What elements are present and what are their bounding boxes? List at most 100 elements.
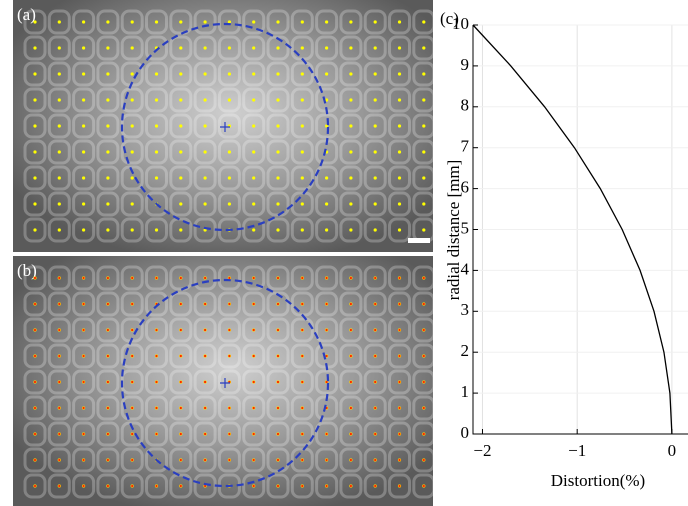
dot: [374, 484, 377, 488]
dot: [106, 458, 109, 462]
dot: [82, 328, 85, 332]
dot: [349, 354, 352, 358]
cell: [315, 447, 339, 473]
dot: [374, 354, 377, 358]
dot: [276, 20, 280, 24]
cell: [217, 291, 241, 317]
dot: [374, 406, 377, 410]
dot: [33, 302, 37, 306]
dot: [58, 354, 61, 358]
dot: [325, 354, 328, 358]
cell: [363, 139, 387, 165]
x-tick-label: 0: [668, 441, 677, 460]
cell: [290, 421, 314, 447]
cell: [96, 217, 120, 243]
cell: [145, 421, 168, 447]
y-axis-label: radial distance [mm]: [444, 160, 463, 301]
cell: [145, 343, 168, 369]
dot: [131, 432, 134, 436]
cell: [315, 191, 339, 217]
cell: [145, 113, 168, 139]
cell: [169, 113, 193, 139]
cell: [23, 87, 47, 113]
dot: [203, 124, 207, 128]
cell: [339, 165, 363, 191]
cell: [193, 61, 217, 87]
cell: [217, 421, 241, 447]
cell: [412, 87, 436, 113]
dot: [106, 176, 110, 180]
cell: [193, 191, 217, 217]
axes: [472, 25, 688, 435]
dot: [155, 432, 158, 436]
dot: [349, 328, 352, 332]
cell: [193, 291, 217, 317]
cell: [412, 395, 436, 421]
cell: [23, 35, 47, 61]
dot: [276, 98, 280, 102]
dot: [33, 46, 37, 50]
dot: [203, 150, 207, 154]
dot: [155, 380, 158, 384]
dot: [252, 276, 255, 280]
cell: [290, 473, 314, 499]
cell: [145, 447, 168, 473]
dot: [228, 406, 231, 410]
dot: [179, 46, 183, 50]
dot: [252, 354, 255, 358]
cell: [388, 369, 411, 395]
cell: [96, 369, 120, 395]
y-tick-label: 3: [461, 300, 470, 319]
dot: [203, 176, 207, 180]
dot: [131, 276, 134, 280]
cell: [339, 291, 363, 317]
dot: [397, 150, 402, 154]
dot: [349, 432, 352, 436]
cell: [96, 447, 120, 473]
cell: [242, 35, 266, 61]
dot: [349, 202, 353, 206]
y-tick-label: 5: [461, 218, 470, 237]
y-tick-label: 0: [461, 423, 470, 442]
cell: [120, 265, 144, 291]
dot: [179, 20, 183, 24]
dot: [57, 228, 61, 232]
dot: [155, 328, 158, 332]
dot: [300, 228, 304, 232]
dot: [106, 202, 110, 206]
dot: [276, 176, 280, 180]
dot: [33, 380, 37, 384]
dot: [349, 98, 353, 102]
dot: [325, 484, 328, 488]
cell: [315, 9, 339, 35]
dot: [155, 406, 158, 410]
dot: [82, 98, 86, 102]
cell: [363, 447, 387, 473]
cell: [412, 35, 436, 61]
cell: [412, 61, 436, 87]
dot: [106, 302, 109, 306]
cell: [242, 87, 266, 113]
cell: [120, 87, 144, 113]
dot: [58, 432, 61, 436]
cell: [266, 87, 290, 113]
dot: [276, 484, 280, 488]
cell: [96, 87, 120, 113]
dot: [106, 20, 110, 24]
cell: [242, 447, 266, 473]
cell: [120, 473, 144, 499]
dot: [57, 124, 61, 128]
cell: [315, 165, 339, 191]
dot: [82, 458, 85, 462]
cell: [339, 317, 363, 343]
dot: [422, 328, 425, 332]
cell: [217, 265, 241, 291]
dot: [131, 380, 134, 384]
dot: [252, 484, 255, 488]
cell: [363, 395, 387, 421]
cell: [23, 191, 47, 217]
dot: [349, 302, 352, 306]
dot: [155, 276, 158, 280]
dot: [204, 328, 207, 332]
dot: [131, 406, 134, 410]
